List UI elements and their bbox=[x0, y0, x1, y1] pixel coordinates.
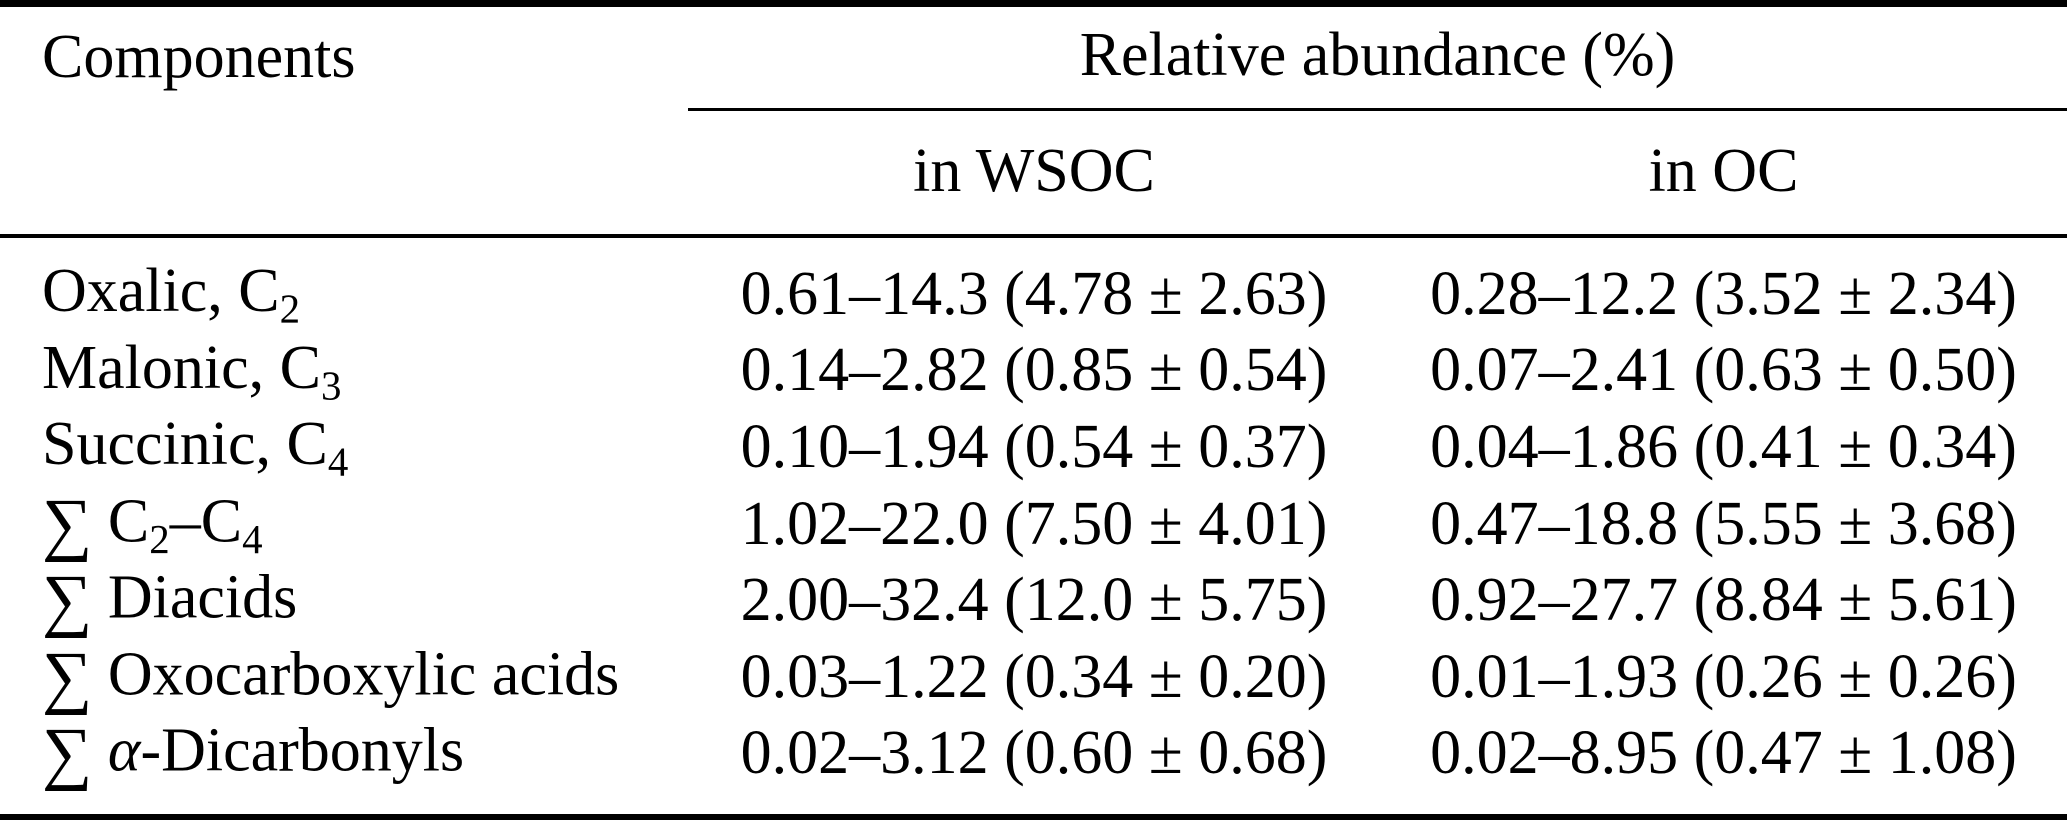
wsoc-value-cell: 0.61–14.3 (4.78 ± 2.63) bbox=[740, 259, 1328, 328]
component-cell: ∑ Diacids bbox=[42, 561, 298, 640]
component-cell: ∑ Oxocarboxylic acids bbox=[42, 637, 620, 716]
oc-value-cell: 0.47–18.8 (5.55 ± 3.68) bbox=[1430, 489, 2017, 558]
oc-value-cell: 0.01–1.93 (0.26 ± 0.26) bbox=[1430, 642, 2017, 711]
table-top-rule bbox=[0, 0, 2067, 7]
component-cell: ∑ C2–C4 bbox=[42, 484, 263, 563]
wsoc-value-cell: 0.14–2.82 (0.85 ± 0.54) bbox=[740, 336, 1328, 405]
oc-value-cell: 0.02–8.95 (0.47 ± 1.08) bbox=[1430, 719, 2017, 788]
table-body: Oxalic, C2 0.61–14.3 (4.78 ± 2.63) 0.28–… bbox=[0, 256, 2067, 792]
component-cell: Malonic, C3 bbox=[42, 333, 342, 409]
components-column-header: Components bbox=[42, 23, 356, 91]
table-row: Succinic, C4 0.10–1.94 (0.54 ± 0.37) 0.0… bbox=[0, 409, 2067, 486]
table-row: Oxalic, C2 0.61–14.3 (4.78 ± 2.63) 0.28–… bbox=[0, 256, 2067, 333]
in-oc-column-header: in OC bbox=[1648, 137, 1799, 205]
table-bottom-rule bbox=[0, 814, 2067, 820]
oc-value-cell: 0.92–27.7 (8.84 ± 5.61) bbox=[1430, 566, 2017, 635]
component-cell: Oxalic, C2 bbox=[42, 257, 301, 332]
wsoc-value-cell: 0.02–3.12 (0.60 ± 0.68) bbox=[740, 719, 1328, 788]
wsoc-value-cell: 0.03–1.22 (0.34 ± 0.20) bbox=[740, 642, 1328, 711]
table-row: Malonic, C3 0.14–2.82 (0.85 ± 0.54) 0.07… bbox=[0, 333, 2067, 410]
oc-value-cell: 0.07–2.41 (0.63 ± 0.50) bbox=[1430, 336, 2017, 405]
wsoc-value-cell: 2.00–32.4 (12.0 ± 5.75) bbox=[740, 566, 1328, 635]
relative-abundance-group-header: Relative abundance (%) bbox=[1079, 21, 1676, 89]
wsoc-value-cell: 0.10–1.94 (0.54 ± 0.37) bbox=[740, 412, 1328, 481]
component-cell: ∑ α-Dicarbonyls bbox=[42, 714, 465, 793]
oc-value-cell: 0.04–1.86 (0.41 ± 0.34) bbox=[1430, 412, 2017, 481]
header-body-divider-rule bbox=[0, 234, 2067, 238]
group-header-underline-rule bbox=[688, 108, 2067, 111]
table-row: ∑ α-Dicarbonyls 0.02–3.12 (0.60 ± 0.68) … bbox=[0, 714, 2067, 793]
table-row: ∑ C2–C4 1.02–22.0 (7.50 ± 4.01) 0.47–18.… bbox=[0, 484, 2067, 563]
oc-value-cell: 0.28–12.2 (3.52 ± 2.34) bbox=[1430, 259, 2017, 328]
in-wsoc-column-header: in WSOC bbox=[913, 137, 1155, 205]
component-cell: Succinic, C4 bbox=[42, 410, 349, 485]
table-row: ∑ Oxocarboxylic acids 0.03–1.22 (0.34 ± … bbox=[0, 637, 2067, 716]
table-row: ∑ Diacids 2.00–32.4 (12.0 ± 5.75) 0.92–2… bbox=[0, 561, 2067, 640]
wsoc-value-cell: 1.02–22.0 (7.50 ± 4.01) bbox=[740, 489, 1328, 558]
